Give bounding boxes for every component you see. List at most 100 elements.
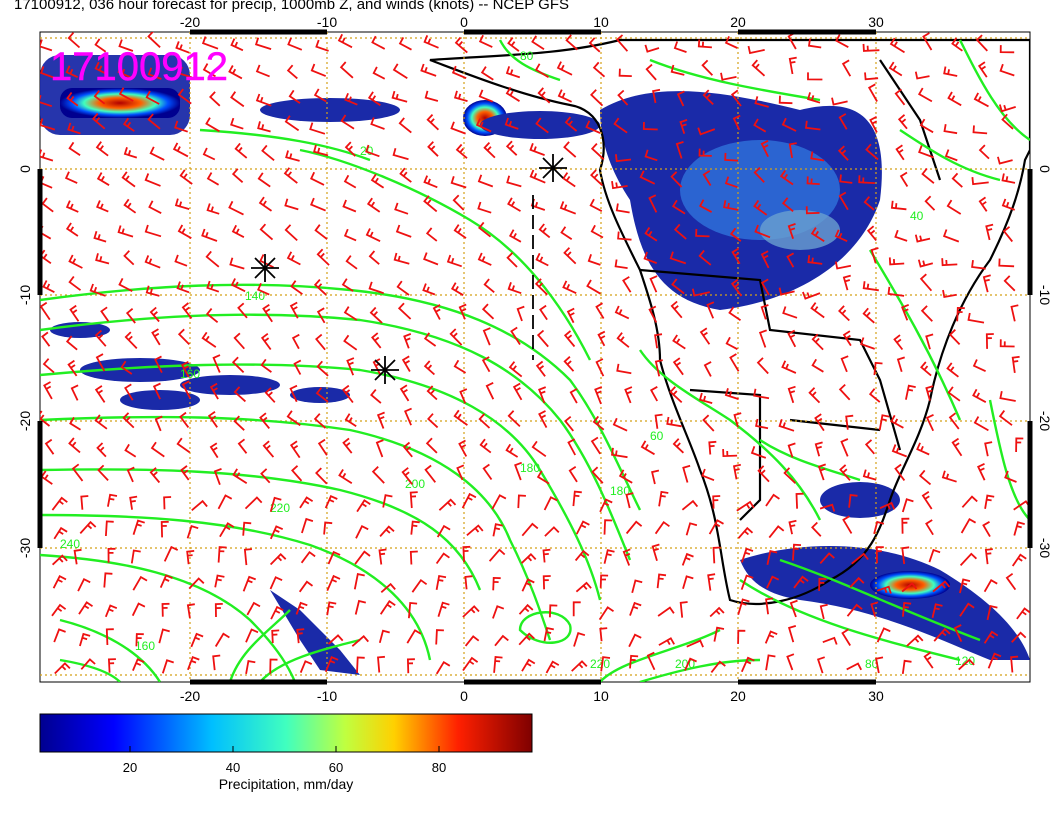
wind-barb [669, 251, 687, 265]
wind-barb [205, 250, 220, 268]
wind-barb [342, 199, 357, 213]
wind-barb [181, 302, 193, 319]
wind-barb [946, 362, 959, 378]
wind-barb [563, 141, 577, 158]
wind-barb [107, 658, 116, 673]
wind-barb [122, 117, 135, 132]
wind-barb [40, 66, 56, 79]
wind-barb [698, 392, 713, 404]
wind-barb [595, 358, 605, 377]
wind-barb [485, 381, 495, 400]
wind-barb [507, 410, 521, 428]
wind-barb [436, 524, 451, 538]
wind-barb [237, 302, 248, 319]
wind-barb [516, 305, 525, 322]
wind-barb [1010, 655, 1019, 673]
wind-barb [284, 198, 299, 211]
wind-barb [341, 384, 354, 404]
wind-barb [323, 521, 333, 535]
wind-barb [639, 170, 656, 185]
wind-barb [132, 575, 148, 591]
wind-barb [817, 463, 826, 481]
wind-barb [40, 118, 56, 131]
wind-barb [458, 439, 468, 457]
wind-barb [144, 173, 161, 187]
wind-barb [985, 333, 994, 349]
wind-barb [811, 333, 824, 351]
wind-barb [755, 418, 769, 430]
wind-barb [916, 442, 930, 456]
wind-barb [120, 360, 133, 375]
wind-barb [180, 361, 190, 378]
wind-barb [397, 302, 412, 320]
wind-barb [370, 117, 385, 130]
wind-barb [703, 361, 712, 377]
wind-barb [948, 329, 961, 346]
wind-barb [230, 91, 245, 108]
wind-barb [897, 114, 908, 130]
wind-barb [618, 469, 633, 484]
wind-barb [706, 301, 715, 319]
wind-barb [943, 124, 958, 135]
wind-barb [291, 333, 300, 350]
wind-barb [795, 492, 804, 509]
wind-barb [483, 278, 495, 293]
wind-barb [654, 520, 670, 535]
wind-barb [572, 601, 581, 617]
wind-barb [51, 496, 68, 511]
wind-barb [95, 353, 106, 372]
wind-barb [562, 280, 577, 295]
wind-barb [481, 356, 491, 373]
wind-barb [972, 359, 986, 373]
wind-barb [603, 519, 613, 535]
wind-barb [894, 88, 906, 106]
wind-barb [437, 601, 450, 617]
wind-barb [559, 201, 577, 215]
wind-barb [132, 519, 145, 535]
wind-barb [781, 117, 797, 132]
wind-barb [814, 441, 823, 457]
wind-barb [508, 229, 522, 243]
wind-barb [316, 248, 330, 266]
wind-barb [371, 35, 386, 50]
wind-barb [202, 147, 216, 161]
wind-barb [616, 363, 632, 375]
wind-barb [399, 384, 410, 402]
wind-barb [899, 171, 909, 187]
wind-barb [466, 524, 484, 536]
wind-barb [186, 524, 199, 539]
asterisk-markers [251, 154, 567, 384]
wind-barb [806, 92, 821, 104]
wind-barb [309, 122, 326, 135]
wind-barb [521, 522, 539, 537]
wind-barb [649, 275, 658, 293]
wind-barb [230, 278, 246, 293]
wind-barb [757, 465, 770, 483]
wind-barb [778, 95, 793, 105]
wind-barb [807, 255, 823, 265]
wind-barb [730, 89, 742, 107]
figure-title: 17100912, 036 hour forecast for precip, … [14, 0, 569, 13]
wind-barb [478, 89, 494, 103]
wind-barb [69, 304, 80, 322]
wind-barb [839, 464, 851, 481]
wind-barb [123, 198, 137, 214]
wind-barb [947, 91, 962, 107]
wind-barb [73, 548, 82, 565]
wind-barb [725, 336, 738, 350]
wind-barb [423, 360, 435, 376]
wind-barb [176, 281, 190, 294]
wind-barb [462, 656, 479, 672]
coastlines [429, 38, 1030, 606]
wind-barb [212, 354, 221, 373]
wind-barb [691, 288, 710, 297]
wind-barb [151, 328, 161, 346]
wind-barb [698, 199, 713, 213]
wind-barb [959, 552, 978, 567]
wind-barb [296, 628, 305, 644]
wind-barb [287, 37, 303, 51]
wind-barb [401, 467, 413, 485]
wind-barb [179, 411, 190, 428]
wind-barb [149, 306, 160, 323]
wind-barb [177, 224, 192, 239]
